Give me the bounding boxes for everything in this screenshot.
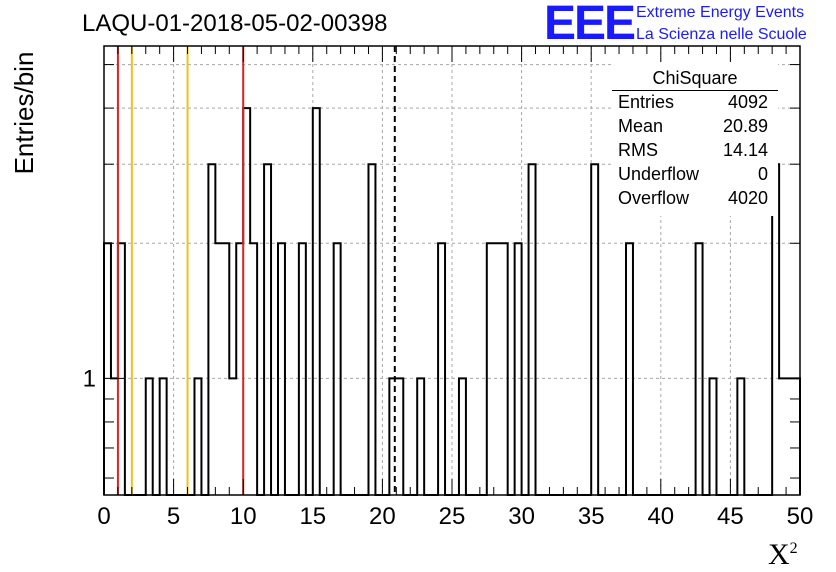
stats-title: ChiSquare (652, 68, 738, 88)
x-tick-label: 45 (717, 503, 744, 530)
x-tick-label: 10 (230, 503, 257, 530)
histogram-bin (194, 378, 201, 495)
histogram-bin (160, 378, 167, 495)
histogram-bin (529, 164, 536, 495)
x-tick-label: 5 (167, 503, 180, 530)
x-tick-label: 30 (508, 503, 535, 530)
stats-value: 4092 (727, 92, 768, 112)
histogram-bin (591, 164, 598, 495)
x-tick-label: 20 (369, 503, 396, 530)
x-tick-label: 25 (439, 503, 466, 530)
histogram-bin (368, 164, 375, 495)
x-tick-label: 35 (578, 503, 605, 530)
x-axis-label-base: X (768, 538, 790, 571)
x-axis-label-superscript: 2 (789, 540, 798, 557)
histogram-bin (146, 378, 153, 495)
histogram-bin (779, 378, 786, 495)
histogram-bin (494, 243, 501, 495)
histogram-bin (264, 164, 271, 495)
stats-row-underflow: Underflow 0 (618, 164, 768, 186)
histogram-bin (208, 164, 215, 495)
histogram-bin (104, 243, 111, 495)
stats-value: 14.14 (722, 140, 768, 160)
histogram-bin (118, 243, 125, 495)
logo-line-2: La Scienza nelle Scuole (636, 26, 807, 43)
y-tick-label: 1 (83, 365, 96, 392)
histogram-bin (696, 243, 703, 495)
stats-row-mean: Mean 20.89 (618, 116, 768, 138)
histogram-bin (250, 243, 257, 495)
stats-key: Entries (618, 92, 675, 112)
histogram-bin (111, 378, 118, 495)
histogram-bin (299, 243, 306, 495)
x-tick-label: 40 (647, 503, 674, 530)
histogram-bin (737, 378, 744, 495)
histogram-bin (229, 378, 236, 495)
histogram-bin (417, 378, 424, 495)
histogram-bin (793, 378, 800, 495)
histogram-bin (487, 243, 494, 495)
histogram-bin (313, 108, 320, 495)
histogram-bin (243, 108, 250, 495)
stats-key: RMS (618, 140, 658, 160)
logo-line-1: Extreme Energy Events (636, 4, 805, 21)
stats-row-entries: Entries 4092 (618, 92, 768, 114)
histogram-bin (222, 243, 229, 495)
histogram-bin (626, 243, 633, 495)
histogram-bin (501, 243, 508, 495)
histogram-bin (438, 243, 445, 495)
stats-key: Underflow (618, 164, 700, 184)
stats-value: 0 (757, 164, 768, 184)
histogram-bin (334, 243, 341, 495)
histogram-bin (515, 243, 522, 495)
x-tick-label: 0 (97, 503, 110, 530)
stats-row-rms: RMS 14.14 (618, 140, 768, 162)
x-axis-label: X2 (768, 538, 798, 572)
histogram-bin (710, 378, 717, 495)
stats-key: Mean (618, 116, 664, 136)
stats-title-rule (612, 90, 778, 91)
x-tick-label: 15 (299, 503, 326, 530)
chart-title: LAQU-01-2018-05-02-00398 (82, 10, 388, 37)
stats-row-overflow: Overflow 4020 (618, 188, 768, 210)
stats-value: 20.89 (722, 116, 768, 136)
histogram-bin (215, 243, 222, 495)
histogram-bin (236, 243, 243, 495)
histogram-bin (786, 378, 793, 495)
histogram-bin (278, 243, 285, 495)
stats-box: ChiSquare Entries 4092 Mean 20.89 RMS 14… (612, 64, 778, 216)
stats-value: 4020 (727, 188, 768, 208)
x-tick-label: 50 (787, 503, 814, 530)
stats-key: Overflow (618, 188, 690, 208)
eee-logo: EEE Extreme Energy Events La Scienza nel… (544, 0, 834, 50)
histogram-bin (396, 378, 403, 495)
histogram-bin (459, 378, 466, 495)
logo-mark: EEE (544, 0, 636, 50)
